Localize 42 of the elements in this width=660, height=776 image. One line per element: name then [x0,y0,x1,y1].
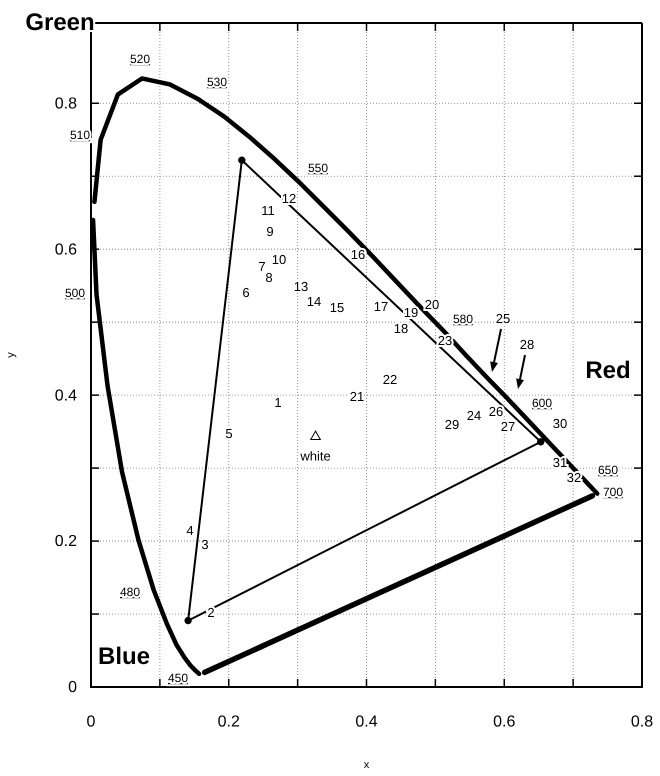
x-tick-label: 0.6 [493,713,516,730]
annotation: 22 [382,372,398,387]
annotation: 29 [444,417,460,432]
annotation: 11 [261,203,275,218]
y-tick-label: 0.8 [54,95,78,112]
annotation: 8 [265,270,273,285]
annotation: 1 [274,395,282,410]
annotation: 21 [350,389,364,404]
annotation: 28 [520,337,534,352]
annotation: 7 [258,259,266,274]
series-label: white [299,448,331,464]
annotation: 13 [294,279,308,294]
annotation: 3 [201,537,209,552]
annotation: 17 [374,299,388,314]
annotation: 24 [466,408,482,423]
x-axis-title: x [364,759,370,771]
annotation: 10 [272,252,286,267]
annotation: 18 [394,321,408,336]
annotation: Blue [98,643,150,670]
annotation: 4 [186,523,194,538]
annotation: 20 [424,297,440,312]
annotation: 14 [306,294,322,309]
y-tick-label: 0 [68,679,78,696]
x-tick-label: 0.4 [355,713,378,730]
y-tick-label: 0.2 [54,533,78,550]
x-tick-label: 0.8 [630,713,654,730]
annotation: 25 [496,311,510,326]
annotation: Green [25,9,95,36]
y-tick-label: 0.4 [54,387,78,404]
x-tick-label: 0 [86,713,96,730]
annotation: 5 [225,426,233,441]
annotation: 30 [552,416,568,431]
annotation: 15 [330,300,344,315]
annotation: Red [585,357,631,384]
annotation: 27 [500,419,516,434]
annotation: 9 [266,224,274,239]
y-tick-label: 0.6 [54,241,78,258]
x-tick-label: 0.2 [218,713,240,730]
annotation: 16 [350,247,366,262]
y-axis-title: y [5,352,17,358]
annotation: 26 [488,404,504,419]
annotation: 6 [242,285,250,300]
